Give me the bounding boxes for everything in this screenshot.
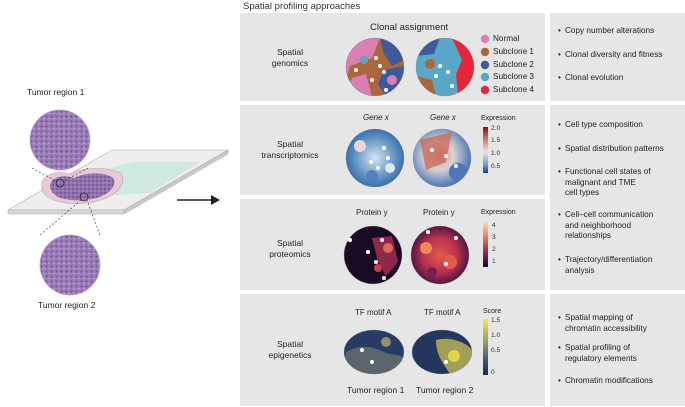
transcriptomics-tick: 1.5 — [491, 137, 501, 144]
epigenetics-tick: 0.5 — [491, 347, 501, 354]
note-epi-3: • Chromatin modifications — [558, 376, 653, 385]
legend-subclone-2: Subclone 2 — [493, 60, 534, 69]
epigenetics-colorbar-title: Score — [483, 308, 502, 315]
epigenetics-tick: 1.5 — [491, 317, 501, 324]
note-text: Copy number alterations — [565, 26, 655, 35]
note-epi-1: • Spatial mapping of chromatin accessibil… — [558, 313, 682, 334]
header-title: Spatial profiling approaches — [243, 1, 361, 12]
note-text: Trajectory/differentiation — [565, 255, 653, 264]
epigenetics-tick: 1.0 — [491, 332, 501, 339]
epigenetics-map-region-1 — [344, 330, 404, 374]
transcriptomics-map-region-1 — [346, 129, 404, 187]
proteomics-tick: 1 — [492, 258, 496, 265]
note-genomics-2: • Clonal diversity and fitness — [558, 50, 663, 59]
proteomics-tick: 2 — [492, 246, 496, 253]
note-genomics-3: • Clonal evolution — [558, 73, 624, 82]
transcriptomics-label-line2: transcriptomics — [261, 150, 319, 160]
note-text: Chromatin modifications — [565, 376, 653, 385]
proteomics-label-line1: Spatial — [277, 238, 303, 248]
legend-subclone-3: Subclone 3 — [493, 72, 534, 81]
proteomics-panel1-title: Protein y — [356, 208, 388, 217]
proteomics-colorbar-title: Expression — [481, 209, 516, 216]
transcriptomics-panel2-title: Gene x — [430, 113, 456, 122]
transcriptomics-tick: 0.5 — [491, 163, 501, 170]
proteomics-panel2-title: Protein y — [423, 208, 455, 217]
epigenetics-panel1-title: TF motif A — [355, 308, 392, 317]
transcriptomics-tick: 1.0 — [491, 150, 501, 157]
note-text: Clonal diversity and fitness — [565, 50, 663, 59]
note-tp-2: • Spatial distribution patterns — [558, 144, 664, 153]
legend-normal: Normal — [493, 34, 520, 43]
note-text: Spatial mapping of — [565, 313, 633, 322]
transcriptomics-label-line1: Spatial — [277, 139, 303, 149]
transcriptomics-colorbar-title: Expression — [481, 115, 516, 122]
note-text: Spatial distribution patterns — [565, 144, 664, 153]
genomics-label-line2: genomics — [271, 58, 309, 68]
tumor-region-1-label: Tumor region 1 — [27, 87, 85, 97]
epigenetics-colorbar — [483, 319, 488, 375]
proteomics-label-line2: proteomics — [269, 249, 311, 259]
genomics-title: Clonal assignment — [370, 22, 449, 33]
zoom-lines — [31, 167, 101, 236]
tumor-region-2-zoom — [39, 234, 101, 296]
note-text: analysis — [565, 265, 595, 275]
note-text: Cell type composition — [565, 120, 643, 129]
note-genomics-1: • Copy number alterations — [558, 26, 655, 35]
transcriptomics-map-region-2 — [413, 129, 471, 187]
right-arrow-icon — [177, 195, 220, 205]
genomics-map-region-1 — [346, 38, 404, 96]
transcriptomics-row-label: Spatial transcriptomics — [244, 139, 336, 161]
note-text: Clonal evolution — [565, 73, 624, 82]
epigenetics-tick: 0 — [491, 369, 495, 376]
note-text: Functional cell states of — [565, 167, 651, 176]
note-text: cell types — [565, 188, 600, 197]
proteomics-map-region-1 — [344, 226, 402, 284]
proteomics-tick: 3 — [492, 234, 496, 241]
legend-subclone-4: Subclone 4 — [493, 85, 534, 94]
transcriptomics-panel1-title: Gene x — [363, 113, 389, 122]
epigenetics-bottom-label-1: Tumor region 1 — [347, 385, 405, 395]
epigenetics-panel2-title: TF motif A — [424, 308, 461, 317]
proteomics-map-region-2 — [411, 226, 469, 284]
note-text: and neighborhood — [565, 220, 632, 230]
proteomics-colorbar — [483, 221, 488, 267]
epigenetics-map-region-2 — [412, 330, 472, 374]
note-tp-5: • Trajectory/differentiation analysis — [558, 255, 682, 276]
note-text: regulatory elements — [565, 353, 637, 363]
transcriptomics-colorbar — [483, 127, 488, 173]
genomics-notes-panel — [550, 13, 685, 101]
tissue-slide — [6, 149, 230, 215]
proteomics-tick: 4 — [492, 222, 496, 229]
tumor-region-2-label: Tumor region 2 — [38, 300, 96, 310]
note-tp-1: • Cell type composition — [558, 120, 643, 129]
epigenetics-spots — [360, 348, 448, 364]
proteomics-row-label: Spatial proteomics — [244, 238, 336, 260]
note-tp-3: • Functional cell states of malignant and… — [558, 167, 682, 199]
epigenetics-label-line2: epigenetics — [268, 350, 312, 360]
note-text: Spatial profiling of — [565, 343, 631, 352]
transcriptomics-proteomics-notes-panel — [550, 105, 685, 290]
tumor-region-1-zoom — [29, 109, 91, 171]
note-text: malignant and TME — [565, 177, 636, 187]
genomics-legend — [480, 34, 490, 95]
epigenetics-bottom-label-2: Tumor region 2 — [416, 385, 474, 395]
note-text: chromatin accessibility — [565, 323, 647, 333]
epigenetics-row-label: Spatial epigenetics — [244, 339, 336, 361]
proteomics-spots — [348, 230, 458, 280]
epigenetics-label-line1: Spatial — [277, 339, 303, 349]
legend-subclone-1: Subclone 1 — [493, 47, 534, 56]
transcriptomics-spots — [369, 146, 458, 170]
transcriptomics-tick: 2.0 — [491, 125, 501, 132]
note-epi-2: • Spatial profiling of regulatory element… — [558, 343, 682, 364]
genomics-map-region-2 — [416, 38, 474, 96]
note-text: relationships — [565, 231, 611, 240]
genomics-label-line1: Spatial — [277, 47, 303, 57]
genomics-spots — [354, 56, 454, 92]
note-text: Cell–cell communication — [565, 210, 654, 219]
note-tp-4: • Cell–cell communication and neighborhoo… — [558, 210, 682, 242]
epigenetics-notes-panel — [550, 294, 685, 406]
genomics-row-label: Spatial genomics — [244, 47, 336, 69]
